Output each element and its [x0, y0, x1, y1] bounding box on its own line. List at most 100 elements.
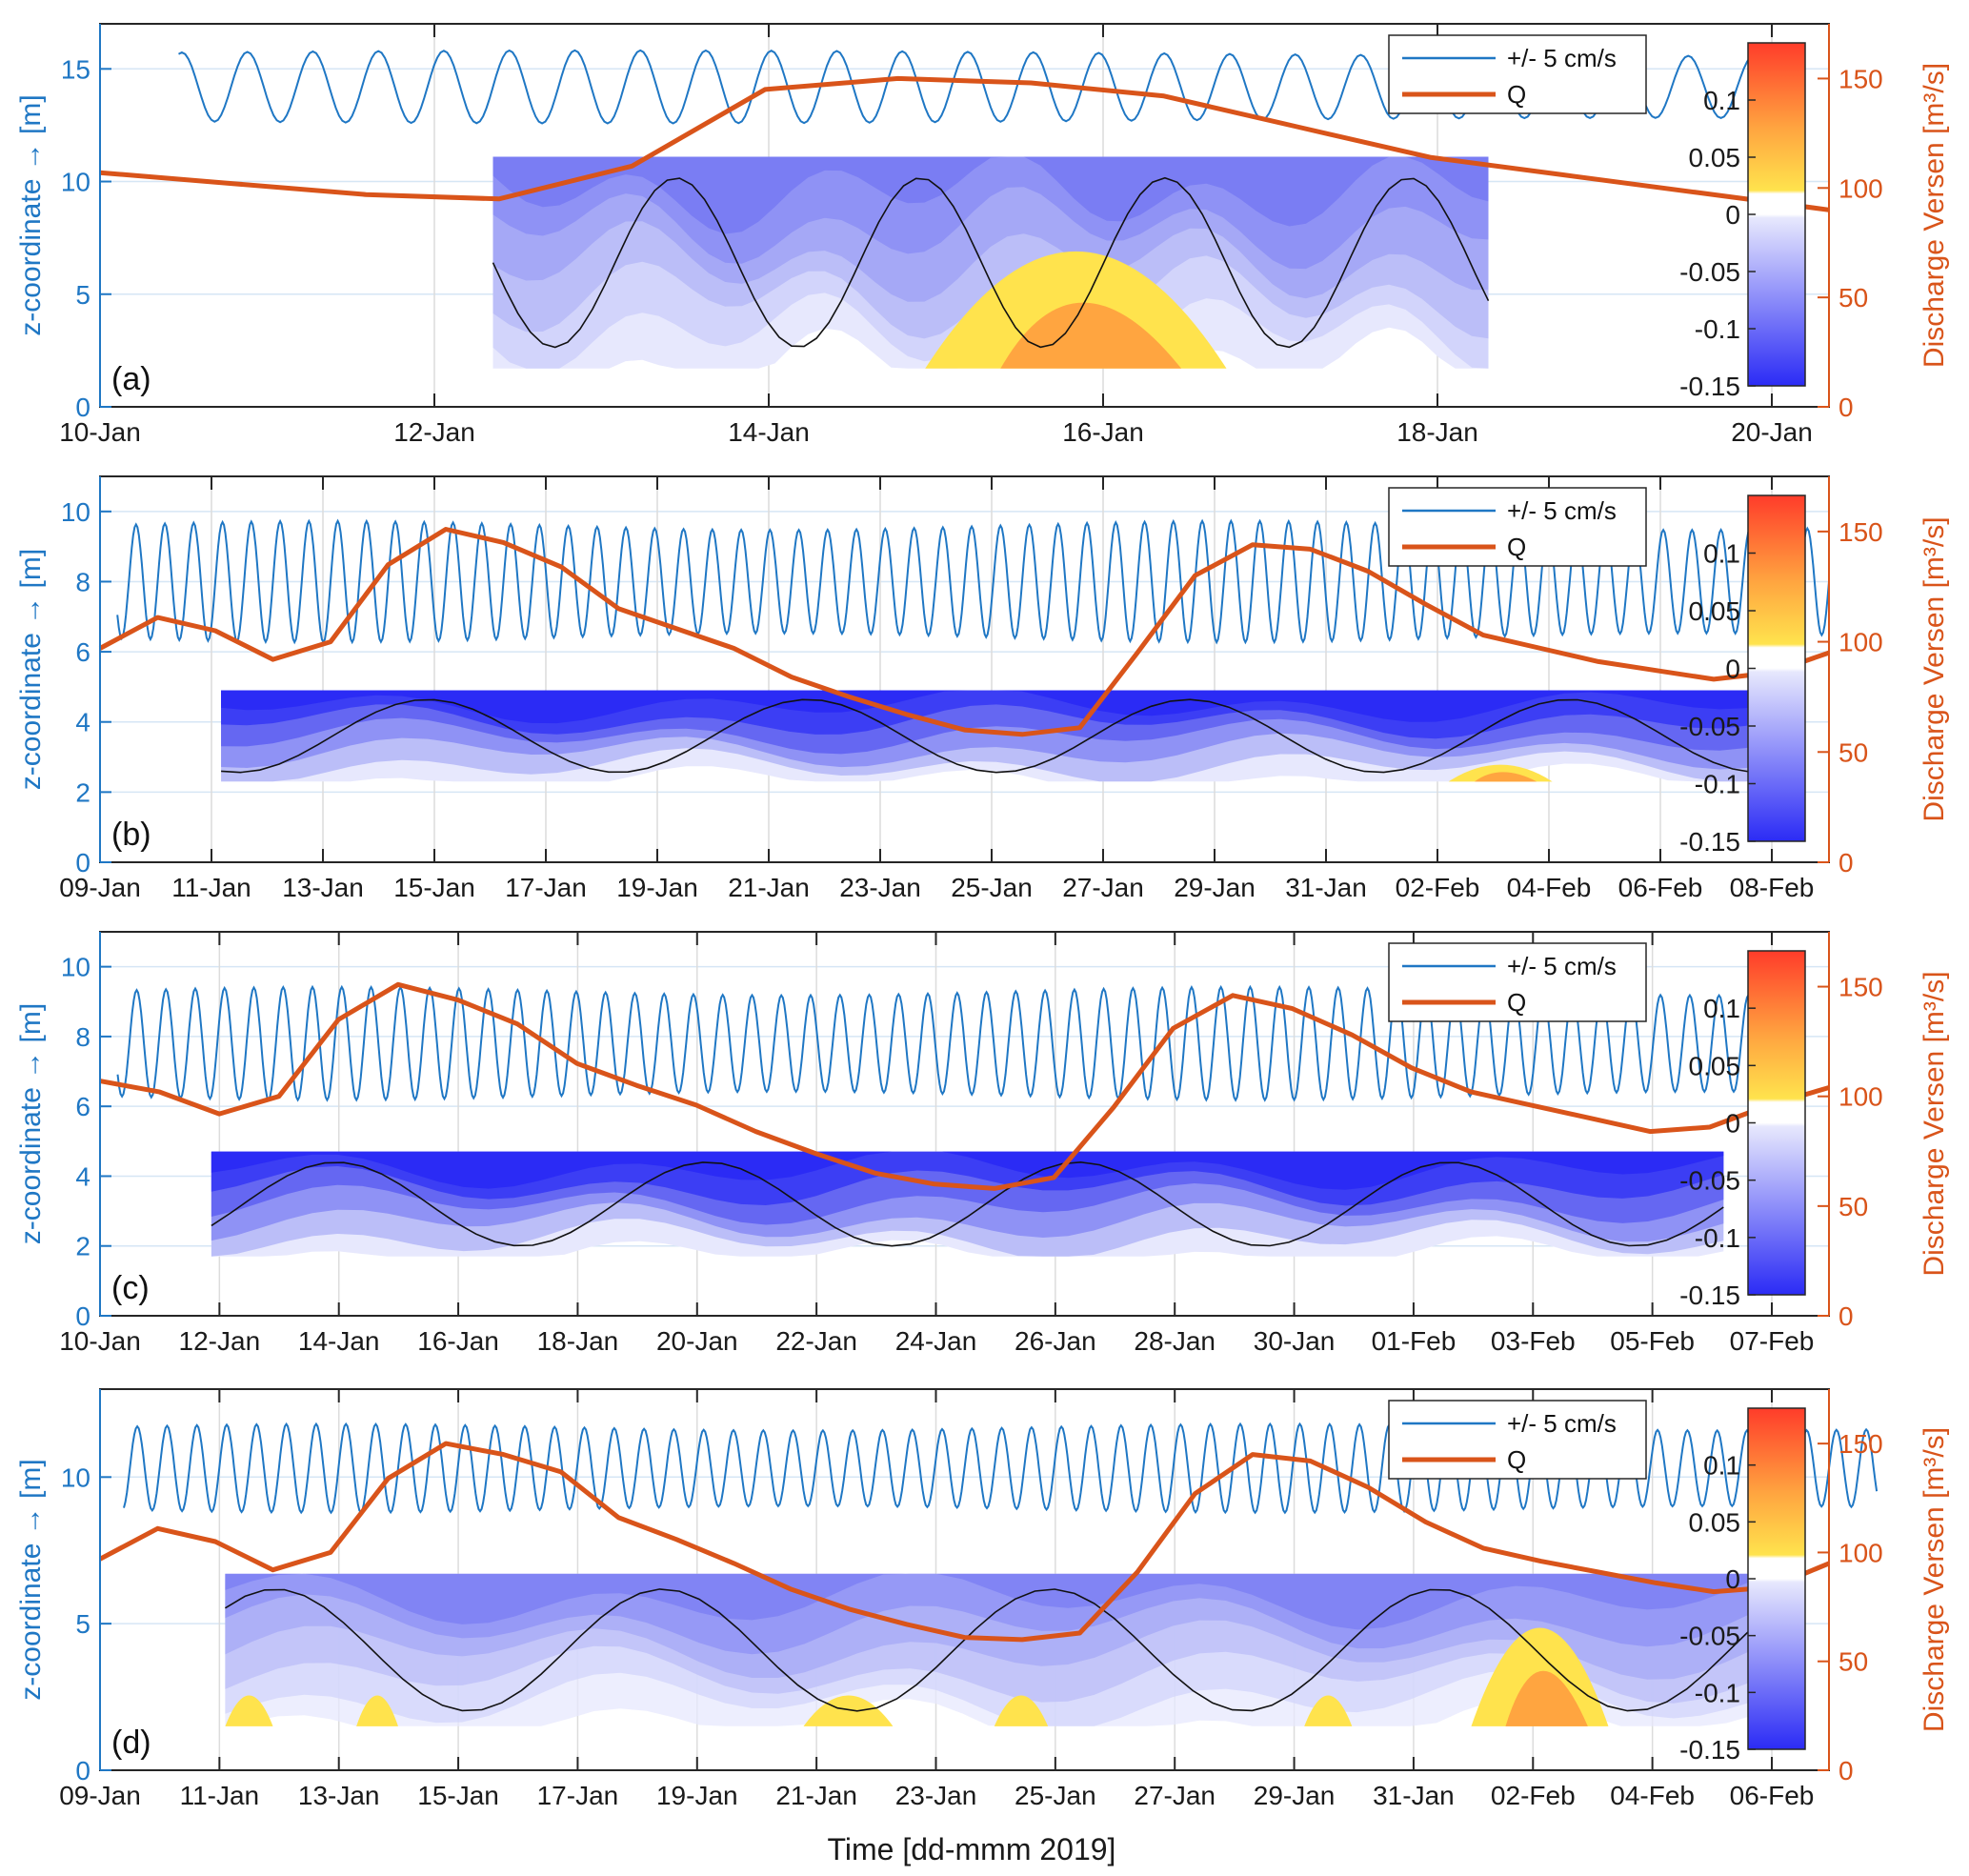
colorbar-tick-label: 0.1 [1703, 994, 1740, 1023]
x-tick-label: 03-Feb [1491, 1326, 1576, 1356]
colorbar-tick-label: -0.15 [1679, 1735, 1740, 1765]
y-tick-label-right: 100 [1838, 1082, 1883, 1112]
y-tick-label-left: 10 [61, 497, 90, 527]
x-tick-label: 16-Jan [1062, 417, 1144, 447]
colorbar-tick-label: 0 [1725, 1564, 1740, 1594]
velocity-band [492, 156, 1489, 234]
colorbar [1747, 42, 1806, 387]
y-tick-label-left: 10 [61, 953, 90, 982]
panel-b: 09-Jan 11-Jan 13-Jan 15-Jan 17-Jan 19-Jan 21-J… [15, 475, 1950, 902]
y-tick-label-left: 6 [75, 637, 90, 667]
x-tick-label: 19-Jan [656, 1781, 738, 1810]
x-tick-label: 28-Jan [1134, 1326, 1216, 1356]
colorbar-tick-label: 0.1 [1703, 539, 1740, 569]
x-tick-label: 17-Jan [537, 1781, 619, 1810]
positive-velocity-core [1505, 1670, 1588, 1726]
colorbar-tick-label: 0.05 [1689, 1507, 1741, 1537]
y-tick-label-left: 4 [75, 1161, 90, 1191]
panel-letter: (a) [111, 361, 151, 397]
colorbar-tick-label: 0.1 [1703, 86, 1740, 115]
x-tick-label: 11-Jan [171, 873, 251, 902]
y-tick-label-right: 0 [1838, 1756, 1854, 1785]
velocity-contour-field [221, 690, 1772, 782]
x-tick-label: 07-Feb [1730, 1326, 1815, 1356]
y-axis-label-left: z-coordinate → [m] [15, 1459, 47, 1700]
legend-box [1388, 487, 1647, 567]
discharge-series-line [98, 527, 1830, 737]
positive-velocity-patch [225, 1695, 273, 1726]
y-tick-label-right: 50 [1838, 283, 1868, 313]
y-tick-label-left: 0 [75, 1756, 90, 1785]
velocity-band [225, 1573, 1805, 1630]
colorbar [1747, 1407, 1806, 1750]
x-tick-label: 18-Jan [537, 1326, 619, 1356]
x-tick-label: 20-Jan [1731, 417, 1813, 447]
x-tick-label: 25-Jan [1015, 1781, 1096, 1810]
x-tick-label: 29-Jan [1254, 1781, 1336, 1810]
x-tick-label: 13-Jan [282, 873, 364, 902]
panel-a: 10-Jan 12-Jan 14-Jan 16-Jan 18-Jan 20-Jan 0 5 10… [15, 23, 1950, 447]
x-tick-label: 05-Feb [1610, 1326, 1695, 1356]
x-tick-label: 10-Jan [59, 1326, 141, 1356]
y-axis-label-left: z-coordinate → [m] [15, 549, 47, 790]
y-axis-label-right: Discharge Versen [m³/s] [1919, 516, 1950, 821]
legend-label-discharge: Q [1507, 1445, 1526, 1474]
y-tick-label-right: 50 [1838, 1192, 1868, 1221]
x-tick-label: 10-Jan [59, 417, 141, 447]
positive-velocity-patch [356, 1695, 398, 1726]
x-tick-label: 19-Jan [616, 873, 698, 902]
x-tick-label: 06-Feb [1618, 873, 1703, 902]
y-axis-label-right: Discharge Versen [m³/s] [1919, 971, 1950, 1276]
zero-velocity-contour [492, 176, 1490, 349]
x-tick-label: 30-Jan [1254, 1326, 1336, 1356]
x-tick-label: 21-Jan [728, 873, 810, 902]
panel-d: 09-Jan 11-Jan 13-Jan 15-Jan 17-Jan 19-Jan 21-J… [15, 1388, 1950, 1810]
colorbar-tick-label: 0.05 [1689, 1051, 1741, 1080]
x-tick-label: 21-Jan [775, 1781, 857, 1810]
x-tick-label: 18-Jan [1396, 417, 1478, 447]
y-tick-label-left: 2 [75, 1232, 90, 1261]
y-tick-label-left: 15 [61, 54, 90, 84]
y-tick-label-left: 4 [75, 708, 90, 737]
y-tick-label-right: 0 [1838, 848, 1854, 877]
x-tick-label: 01-Feb [1372, 1326, 1457, 1356]
velocity-band [221, 690, 1772, 724]
positive-velocity-patch [1304, 1695, 1353, 1726]
y-tick-label-left: 10 [61, 168, 90, 197]
colorbar-tick-label: -0.05 [1679, 712, 1740, 741]
legend-label-tide: +/- 5 cm/s [1507, 1409, 1617, 1438]
y-tick-label-left: 10 [61, 1462, 90, 1492]
legend-label-discharge: Q [1507, 533, 1526, 561]
y-tick-label-right: 50 [1838, 737, 1868, 767]
positive-velocity-core [1474, 772, 1537, 782]
panel-letter: (d) [111, 1725, 151, 1761]
y-axis-label-right: Discharge Versen [m³/s] [1919, 1427, 1950, 1732]
x-tick-label: 17-Jan [505, 873, 587, 902]
y-tick-label-right: 100 [1838, 628, 1883, 657]
x-tick-label: 24-Jan [895, 1326, 977, 1356]
x-tick-label: 04-Feb [1610, 1781, 1695, 1810]
legend-label-tide: +/- 5 cm/s [1507, 496, 1617, 525]
zero-velocity-contour [211, 1160, 1724, 1247]
y-tick-label-left: 8 [75, 1022, 90, 1052]
legend-box [1388, 34, 1647, 114]
colorbar-tick-label: 0 [1725, 200, 1740, 230]
y-axis-label-right: Discharge Versen [m³/s] [1919, 63, 1950, 368]
x-tick-label: 27-Jan [1062, 873, 1144, 902]
colorbar-tick-label: -0.05 [1679, 1166, 1740, 1196]
colorbar-tick-label: -0.15 [1679, 1281, 1740, 1310]
colorbar-tick-label: 0.1 [1703, 1451, 1740, 1481]
x-tick-label: 11-Jan [180, 1781, 260, 1810]
x-tick-label: 22-Jan [775, 1326, 857, 1356]
x-tick-label: 04-Feb [1507, 873, 1592, 902]
velocity-contour-field [224, 1573, 1806, 1726]
x-tick-label: 02-Feb [1491, 1781, 1576, 1810]
y-tick-label-left: 0 [75, 848, 90, 877]
x-tick-label: 09-Jan [59, 1781, 141, 1810]
y-tick-label-right: 150 [1838, 973, 1883, 1002]
legend-label-discharge: Q [1507, 80, 1526, 109]
positive-velocity-core [1000, 302, 1182, 369]
x-axis-title: Time [dd-mmm 2019] [828, 1832, 1116, 1866]
y-tick-label-right: 150 [1838, 64, 1883, 93]
x-tick-label: 23-Jan [895, 1781, 977, 1810]
